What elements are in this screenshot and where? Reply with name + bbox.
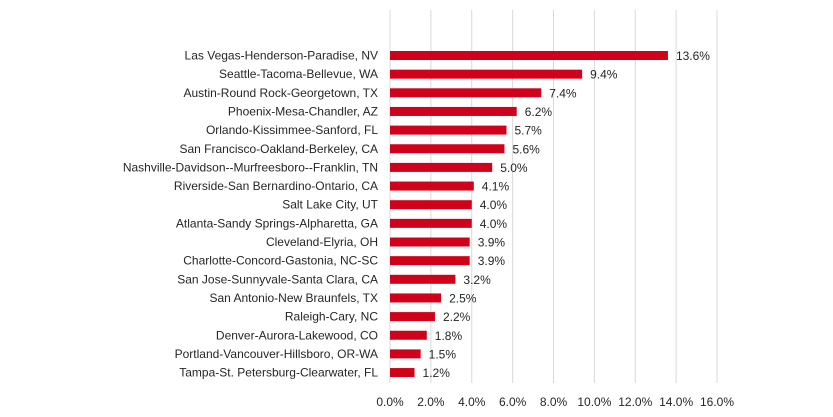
x-tick-label: 14.0% [659,395,693,409]
category-label: Raleigh-Cary, NC [285,310,378,324]
category-label: Seattle-Tacoma-Bellevue, WA [219,67,378,81]
data-label: 2.5% [449,291,477,305]
bar [390,181,474,191]
category-labels: Las Vegas-Henderson-Paradise, NV Seattle-… [123,49,379,380]
x-tick-label: 2.0% [417,395,445,409]
data-label: 5.7% [514,124,542,138]
category-label: Las Vegas-Henderson-Paradise, NV [185,49,378,63]
bar [390,162,493,172]
x-tick-label: 0.0% [376,395,404,409]
x-axis-tick-labels: 0.0% 2.0% 4.0% 6.0% 8.0% 10.0% 12.0% 14.0% 16.0% [376,395,734,409]
data-label: 1.5% [429,347,457,361]
bar [390,125,507,135]
category-label: Charlotte-Concord-Gastonia, NC-SC [183,254,378,268]
data-label: 4.0% [480,198,508,212]
category-label: Salt Lake City, UT [282,198,378,212]
data-label: 1.2% [423,366,451,380]
bar [390,312,435,322]
category-label: Atlanta-Sandy Springs-Alpharetta, GA [176,216,378,230]
bar [390,144,505,154]
data-label: 13.6% [676,49,710,63]
category-label: Nashville-Davidson--Murfreesboro--Frankl… [123,160,378,174]
bar [390,200,472,210]
data-label: 9.4% [590,68,618,82]
category-label: San Antonio-New Braunfels, TX [209,291,378,305]
data-label: 5.0% [500,161,528,175]
data-label: 4.1% [482,180,510,194]
x-tick-label: 4.0% [458,395,486,409]
bar [390,293,442,303]
data-label: 2.2% [443,310,471,324]
bar [390,349,421,359]
data-label: 3.2% [463,273,491,287]
bar [390,368,415,378]
bar [390,106,517,116]
bars [390,51,668,378]
category-label: Austin-Round Rock-Georgetown, TX [183,86,378,100]
bar [390,218,472,228]
category-label: Orlando-Kissimmee-Sanford, FL [206,123,378,137]
bar [390,256,470,266]
bar [390,274,456,284]
data-label: 6.2% [525,105,553,119]
x-tick-label: 16.0% [700,395,734,409]
bar [390,330,427,340]
category-label: Phoenix-Mesa-Chandler, AZ [228,104,378,118]
gridlines [389,10,718,383]
data-label: 7.4% [549,86,577,100]
bar [390,88,542,98]
x-tick-label: 6.0% [499,395,527,409]
bar [390,237,470,247]
bar [390,69,583,79]
x-tick-label: 10.0% [577,395,611,409]
data-label: 5.6% [512,142,540,156]
data-label: 4.0% [480,217,508,231]
category-label: Portland-Vancouver-Hillsboro, OR-WA [175,347,378,361]
category-label: Riverside-San Bernardino-Ontario, CA [174,179,378,193]
category-label: San Francisco-Oakland-Berkeley, CA [179,142,378,156]
x-tick-label: 8.0% [540,395,568,409]
data-label: 3.9% [478,236,506,250]
data-label: 1.8% [435,329,463,343]
category-label: Cleveland-Elyria, OH [266,235,378,249]
x-tick-label: 12.0% [618,395,652,409]
value-labels: 13.6% 9.4% 7.4% 6.2% 5.7% 5.6% 5.0% 4.1% 4.0% 4.0… [423,49,711,380]
category-label: Tampa-St. Petersburg-Clearwater, FL [179,366,378,380]
bar [390,51,668,60]
category-label: San Jose-Sunnyvale-Santa Clara, CA [177,272,378,286]
data-label: 3.9% [478,254,506,268]
category-label: Denver-Aurora-Lakewood, CO [216,328,378,342]
